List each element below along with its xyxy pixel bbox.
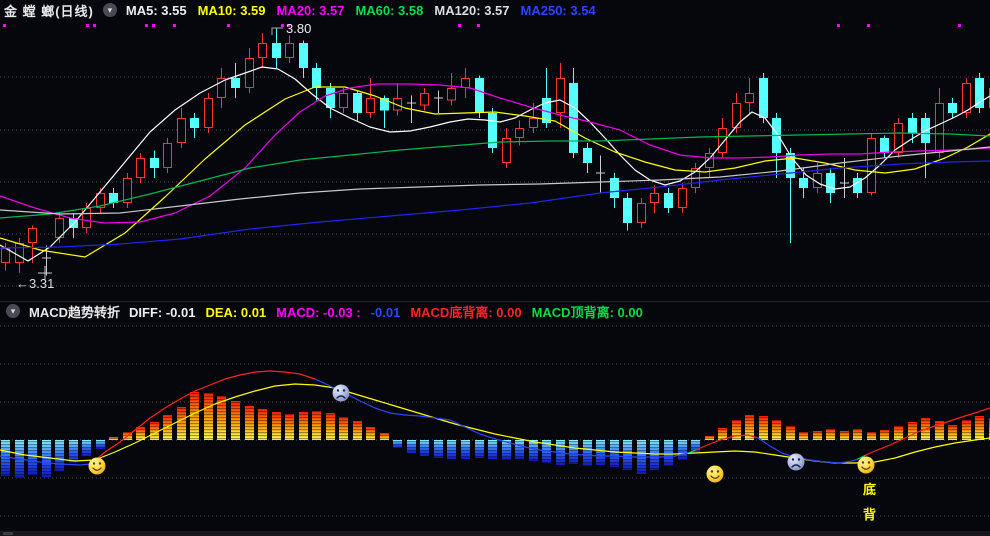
sell-signal-sad-icon <box>332 384 350 402</box>
macd-readout-top_diverge: MACD顶背离: 0.00 <box>531 304 643 320</box>
ma250-line <box>0 160 990 249</box>
chevron-down-icon[interactable]: ▾ <box>6 304 20 318</box>
ma-label-ma5: MA5: 3.55 <box>125 2 187 18</box>
ma-readouts: MA5: 3.55 MA10: 3.59 MA20: 3.57 MA60: 3.58 M… <box>126 3 607 18</box>
ma5-line <box>0 66 990 262</box>
bottom-divergence-text: 底 <box>863 482 876 497</box>
sell-signal-sad-icon <box>787 453 805 471</box>
low-price-label: ←3.31 <box>16 276 54 291</box>
macd-indicator-title: MACD趋势转折 <box>29 304 120 320</box>
macd-histogram <box>1 392 990 478</box>
scrollbar-handle[interactable] <box>3 532 13 535</box>
buy-signal-smiley-icon <box>706 465 724 483</box>
macd-panel-header: ▾ MACD趋势转折 DIFF: -0.01 DEA: 0.01 MACD: -0.… <box>0 301 990 320</box>
signal-dots-row <box>3 24 961 27</box>
candlesticks <box>1 28 990 276</box>
macd-readout-macd2: -0.01 <box>370 304 401 320</box>
ma-label-ma60: MA60: 3.58 <box>355 2 424 18</box>
macd-readout-bottom_diverge: MACD底背离: 0.00 <box>410 304 522 320</box>
ma-label-ma10: MA10: 3.59 <box>197 2 266 18</box>
diff-line <box>0 370 990 466</box>
ma20-line <box>0 83 990 224</box>
bottom-divergence-text: 背 <box>863 507 876 522</box>
buy-signal-smiley-icon <box>857 456 875 474</box>
ma10-line <box>0 86 990 258</box>
macd-readout-dea: DEA: 0.01 <box>205 304 267 320</box>
signal-emojis: 底背 <box>88 384 876 522</box>
ma-label-ma250: MA250: 3.54 <box>520 2 596 18</box>
macd-gridlines <box>0 325 990 517</box>
buy-signal-smiley-icon <box>88 457 106 475</box>
stock-title: 金 螳 螂(日线) <box>4 3 94 19</box>
ma60-line <box>0 132 990 219</box>
ma120-line <box>0 146 990 215</box>
bottom-scrollbar[interactable] <box>0 531 990 536</box>
macd-readout-macd: MACD: -0.03 : <box>276 304 361 320</box>
chevron-down-icon[interactable]: ▾ <box>102 3 117 17</box>
main-chart-header: 金 螳 螂(日线) ▾ MA5: 3.55 MA10: 3.59 MA20: 3.5… <box>0 0 990 20</box>
price-annotations: 3.80 ←3.31 <box>16 21 311 291</box>
main-gridlines <box>0 76 990 287</box>
macd-readout-diff: DIFF: -0.01 <box>129 304 196 320</box>
high-price-label: 3.80 <box>286 21 311 36</box>
ma-label-ma120: MA120: 3.57 <box>434 2 510 18</box>
macd-readouts: DIFF: -0.01 DEA: 0.01 MACD: -0.03 : -0.01 MA… <box>129 302 653 321</box>
ma-label-ma20: MA20: 3.57 <box>276 2 345 18</box>
